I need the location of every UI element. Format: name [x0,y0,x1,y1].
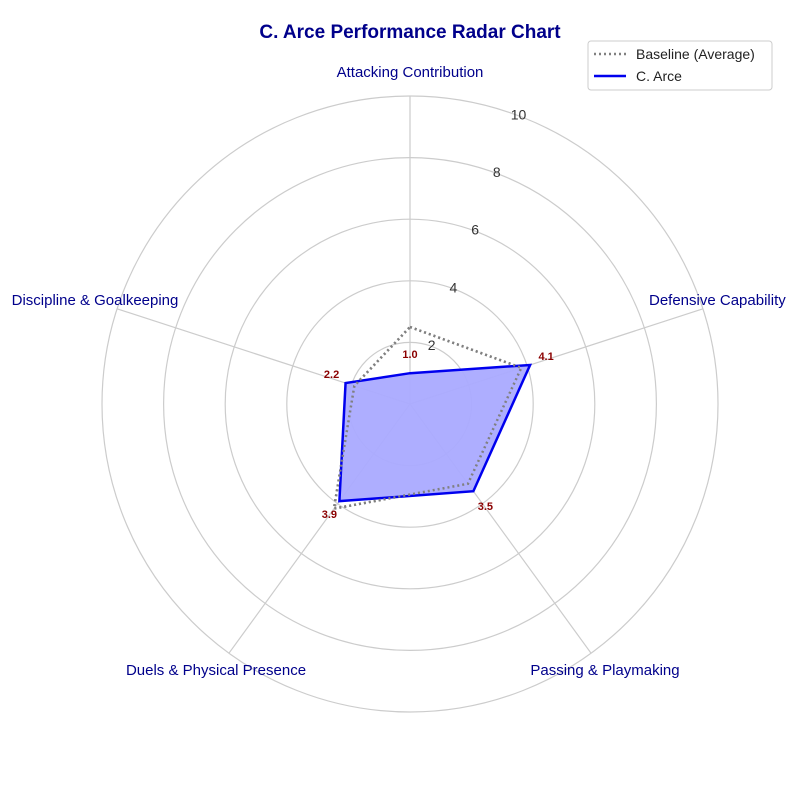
data-label-3: 3.9 [322,509,337,521]
radar-labels: 2 4 6 8 10 Attacking Contribution Defensive Ca… [12,64,787,679]
axis-label-3: Duels & Physical Presence [126,662,306,679]
radar-series [332,325,533,511]
legend: Baseline (Average) C. Arce [587,40,773,91]
radial-tick-label: 8 [493,164,501,180]
legend-label-arce: C. Arce [636,68,682,84]
data-label-4: 2.2 [324,369,339,381]
chart-title: C. Arce Performance Radar Chart [259,22,561,43]
radial-tick-label: 4 [450,279,458,295]
axis-label-1: Defensive Capability [649,292,786,309]
baseline-overlay [332,325,524,511]
series-polygon-1 [338,363,533,503]
radial-tick-label: 6 [471,222,479,238]
axis-label-2: Passing & Playmaking [530,662,679,679]
axis-label-4: Discipline & Goalkeeping [12,292,179,309]
legend-box [587,40,773,91]
data-label-0: 1.0 [402,349,417,361]
radial-tick-label: 2 [428,337,436,353]
data-label-1: 4.1 [538,351,553,363]
axis-label-0: Attacking Contribution [337,64,484,81]
radial-tick-label: 10 [511,106,527,122]
data-label-2: 3.5 [478,501,493,513]
legend-label-baseline: Baseline (Average) [636,46,755,62]
